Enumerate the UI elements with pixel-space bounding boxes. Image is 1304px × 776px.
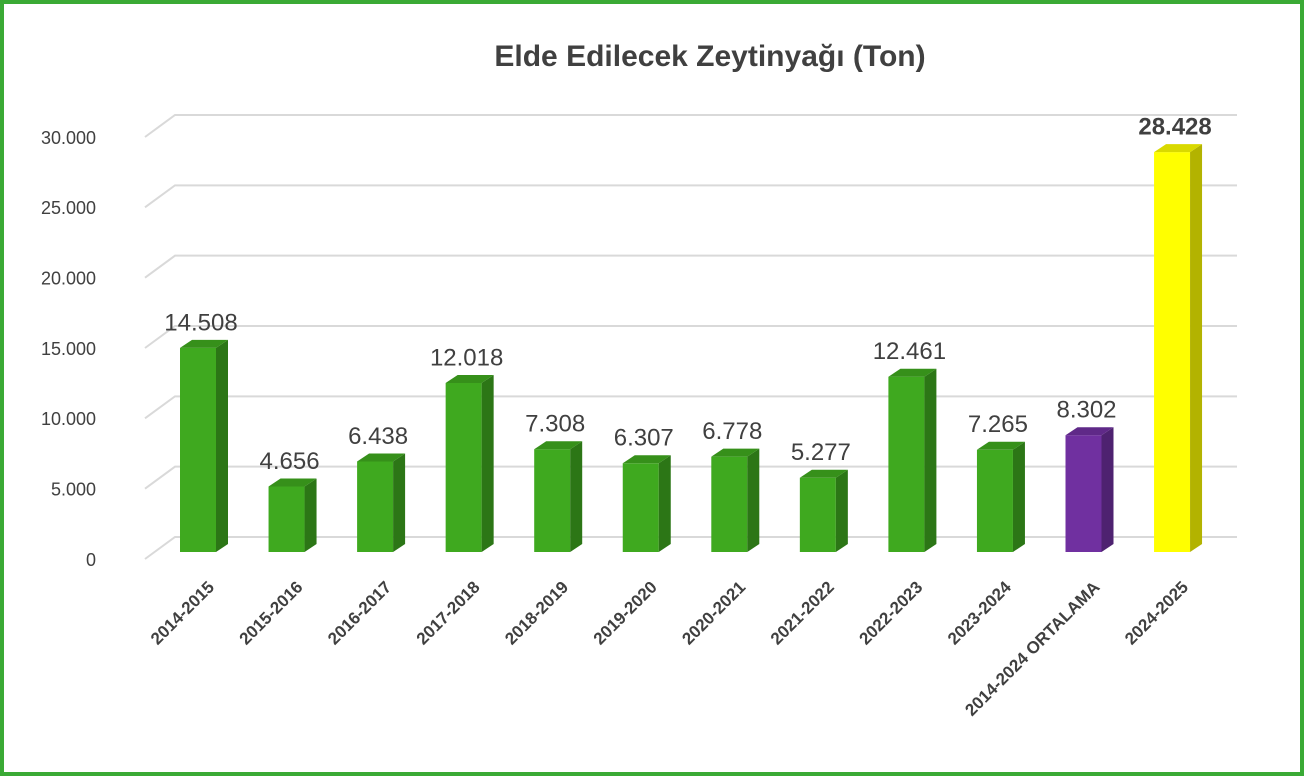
value-label: 7.265	[968, 411, 1028, 438]
bar-top	[180, 339, 228, 348]
bar-top	[445, 374, 494, 383]
bar-front	[1154, 152, 1191, 552]
y-tick-label: 10.000	[41, 409, 96, 429]
value-label: 14.508	[164, 309, 237, 336]
bar	[180, 339, 228, 552]
bar-top	[1065, 427, 1114, 436]
bar-top	[268, 478, 317, 487]
bar-top	[534, 441, 583, 450]
value-label: 7.308	[525, 411, 585, 438]
grid-line	[144, 254, 1237, 279]
bar	[622, 455, 671, 552]
y-tick-label: 20.000	[41, 268, 96, 288]
bar-front	[445, 382, 482, 552]
bar-side	[747, 448, 760, 552]
bar-front	[534, 449, 571, 552]
bar-front	[268, 486, 305, 552]
bar-top	[1154, 144, 1203, 153]
grid-line	[144, 536, 1237, 560]
bar-top	[622, 455, 671, 464]
bar-side	[658, 455, 671, 552]
chart-title: Elde Edilecek Zeytinyağı (Ton)	[494, 40, 925, 73]
value-label: 28.428	[1138, 113, 1211, 140]
bar	[888, 368, 937, 552]
grid-line	[144, 465, 1237, 490]
y-tick-label: 0	[86, 550, 96, 570]
value-label: 12.018	[430, 344, 503, 371]
bar	[1154, 144, 1203, 552]
bar-side	[216, 339, 228, 552]
bar-front	[976, 449, 1013, 552]
bar-front	[357, 461, 394, 552]
bar-front	[711, 456, 748, 552]
bar-top	[357, 453, 406, 462]
value-label: 6.438	[348, 423, 408, 450]
grid-line	[144, 325, 1237, 349]
bar-side	[835, 469, 848, 552]
grid-line	[144, 395, 1237, 420]
bar-side	[1101, 427, 1114, 552]
bar-side	[393, 453, 406, 552]
bar-front	[799, 477, 836, 552]
bar-top	[799, 469, 848, 478]
y-tick-label: 30.000	[41, 128, 96, 148]
bar-front	[888, 376, 925, 552]
y-tick-label: 25.000	[41, 198, 96, 218]
value-label: 12.461	[873, 338, 946, 365]
bar-side	[481, 374, 494, 552]
bar-top	[888, 368, 937, 377]
value-label: 4.656	[260, 448, 320, 475]
bar-side	[304, 478, 317, 552]
bar-top	[711, 448, 760, 457]
bar	[268, 478, 317, 552]
value-label: 5.277	[791, 439, 851, 466]
value-label: 6.778	[702, 418, 762, 445]
y-tick-label: 15.000	[41, 339, 96, 359]
value-label: 6.307	[614, 425, 674, 452]
bar	[711, 448, 760, 552]
value-label: 8.302	[1056, 397, 1116, 424]
bar-side	[924, 368, 937, 552]
bar-top	[976, 441, 1025, 450]
bar-front	[180, 347, 216, 552]
bar	[534, 441, 583, 552]
grid-line	[144, 114, 1237, 138]
bar-front	[622, 463, 659, 552]
bar-side	[1012, 441, 1025, 552]
grid-line	[144, 184, 1237, 209]
y-tick-label: 5.000	[51, 479, 96, 499]
bar-front	[1065, 435, 1102, 552]
bar	[1065, 427, 1114, 552]
bar	[357, 453, 406, 552]
bar	[799, 469, 848, 552]
bar	[976, 441, 1025, 552]
bar	[445, 374, 494, 552]
bar-side	[1190, 144, 1203, 552]
bar-side	[570, 441, 583, 552]
